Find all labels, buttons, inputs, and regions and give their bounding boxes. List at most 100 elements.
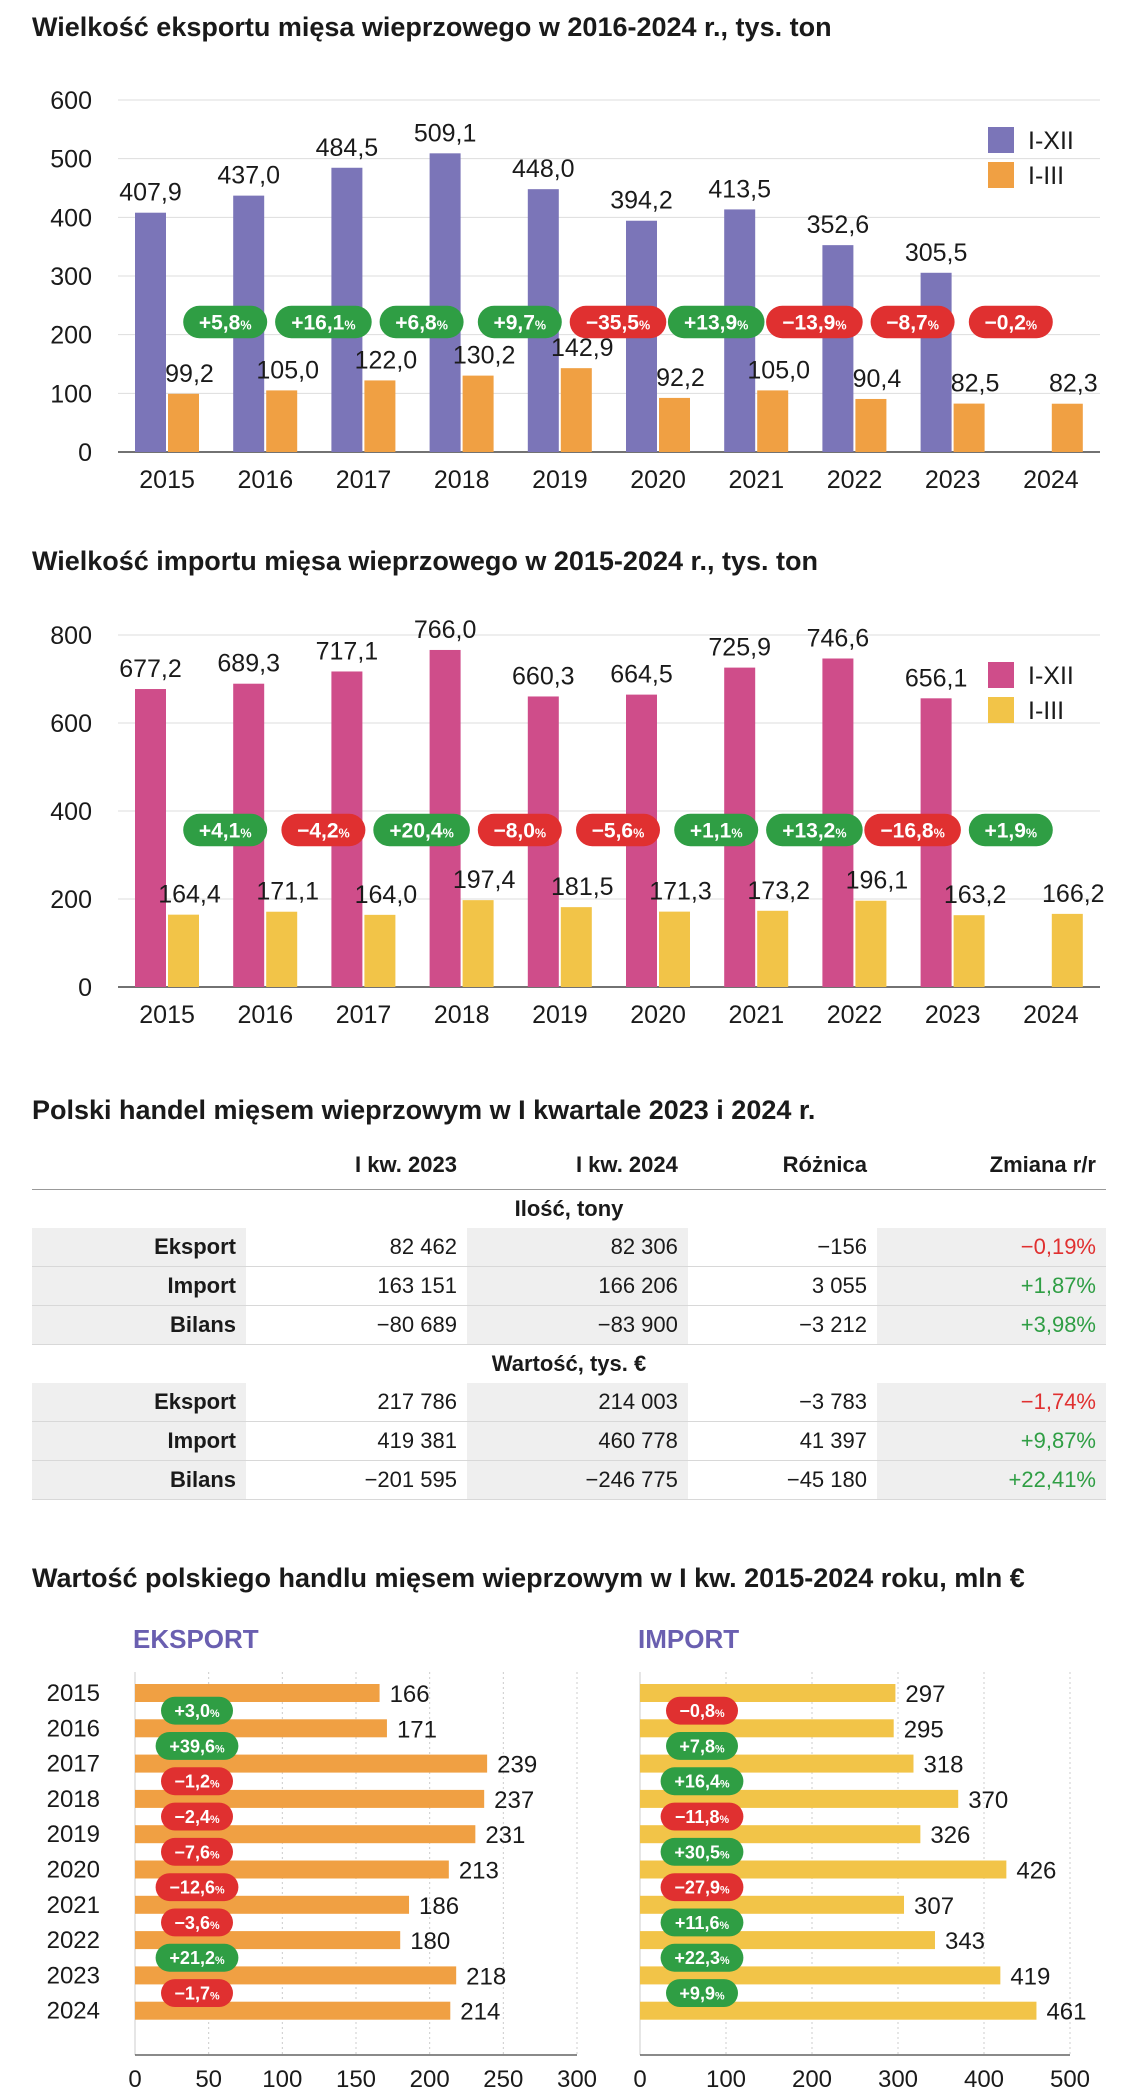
value-bar-label: 461 — [1046, 1999, 1086, 2026]
header-difference: Różnica — [687, 1141, 877, 1190]
percent-sign: % — [210, 1991, 220, 2003]
table-row: Eksport 82 462 82 306 −156 −0,19% — [32, 1228, 1106, 1267]
change-badge-label: −4,2% — [297, 820, 350, 843]
change-badge-label: −12,6% — [169, 1878, 225, 1898]
change-badge-label: −7,6% — [174, 1842, 220, 1862]
trade-table: I kw. 2023 I kw. 2024 Różnica Zmiana r/r… — [32, 1141, 1106, 1500]
x-tick-label: 500 — [1050, 2066, 1090, 2093]
cell-2024: −83 900 — [466, 1305, 688, 1345]
bar-full-year-label: 394,2 — [610, 187, 673, 215]
row-label: Eksport — [32, 1383, 246, 1422]
y-category-label: 2022 — [47, 1927, 100, 1954]
y-tick-label: 400 — [50, 204, 92, 232]
bar-full-year-label: 484,5 — [316, 134, 379, 162]
change-badge-label: −3,6% — [174, 1913, 220, 1933]
x-tick-label: 2018 — [434, 1001, 490, 1029]
cell-2024: 214 003 — [466, 1383, 688, 1422]
change-badge-label: +22,3% — [674, 1948, 730, 1968]
bar-q1 — [168, 393, 199, 452]
legend-label: I-III — [1028, 162, 1064, 190]
value-chart-title: Wartość polskiego handlu mięsem wieprzow… — [32, 1563, 1025, 1593]
y-category-label: 2021 — [47, 1892, 100, 1919]
percent-sign: % — [210, 1920, 220, 1932]
change-badge-label: +5,8% — [199, 312, 252, 335]
percent-sign: % — [210, 1849, 220, 1861]
panel-title: IMPORT — [638, 1624, 739, 1654]
percent-sign: % — [731, 827, 742, 841]
bar-q1 — [1051, 403, 1083, 452]
x-tick-label: 0 — [128, 2066, 141, 2093]
bar-full-year-label: 509,1 — [414, 119, 477, 147]
bar-q1-label: 171,3 — [649, 878, 712, 906]
change-badge — [870, 305, 955, 339]
cell-2023: −201 595 — [246, 1460, 467, 1500]
percent-sign: % — [535, 827, 546, 841]
panel-title: EKSPORT — [133, 1624, 259, 1654]
x-tick-label: 2022 — [827, 466, 883, 494]
bar-full-year — [429, 153, 461, 452]
bar-q1-label: 181,5 — [551, 873, 614, 901]
change-badge-label: +1,1% — [690, 820, 743, 843]
y-category-label: 2019 — [47, 1821, 100, 1848]
cell-change: −1,74% — [876, 1383, 1106, 1422]
x-tick-label: 2021 — [728, 466, 784, 494]
header-q1-2023: I kw. 2023 — [246, 1141, 467, 1190]
bar-q1-label: 105,0 — [256, 356, 319, 384]
change-badge — [183, 813, 268, 847]
cell-2024: 460 778 — [466, 1421, 688, 1461]
change-badge — [379, 305, 464, 339]
bar-full-year-label: 413,5 — [708, 175, 771, 203]
value-bar-label: 295 — [904, 1716, 944, 1743]
bar-q1-label: 196,1 — [846, 867, 909, 895]
bar-q1-label: 122,0 — [355, 346, 418, 374]
value-bar-label: 239 — [497, 1752, 537, 1779]
bar-q1 — [953, 915, 985, 987]
change-badge — [477, 305, 562, 339]
percent-sign: % — [719, 1920, 729, 1932]
percent-sign: % — [720, 1955, 730, 1967]
bar-q1 — [659, 911, 690, 987]
bar-q1 — [659, 397, 690, 452]
cell-2024: 82 306 — [466, 1228, 688, 1267]
bar-q1-label: 197,4 — [453, 866, 516, 894]
bar-q1-label: 171,1 — [256, 878, 319, 906]
x-tick-label: 2018 — [434, 466, 490, 494]
percent-sign: % — [535, 319, 546, 333]
change-badge — [968, 813, 1053, 847]
bar-q1-label: 166,2 — [1042, 880, 1105, 908]
bar-q1-label: 142,9 — [551, 334, 614, 362]
percent-sign: % — [210, 1708, 220, 1720]
value-bar-label: 231 — [485, 1822, 525, 1849]
change-badge-label: +6,8% — [395, 312, 448, 335]
value-bar-label: 180 — [410, 1928, 450, 1955]
x-tick-label: 2017 — [336, 1001, 392, 1029]
change-badge — [666, 1696, 738, 1725]
percent-sign: % — [240, 319, 251, 333]
bar-full-year-label: 407,9 — [119, 179, 182, 207]
row-label: Bilans — [32, 1305, 246, 1345]
section-quantity: Ilość, tony — [32, 1189, 1106, 1228]
bar-full-year — [135, 212, 166, 452]
value-bar-label: 186 — [419, 1893, 459, 1920]
change-badge-label: −5,6% — [592, 820, 645, 843]
change-badge-label: +9,9% — [679, 1984, 725, 2004]
y-tick-label: 600 — [50, 710, 92, 738]
percent-sign: % — [715, 1991, 725, 2003]
header-label — [32, 1141, 246, 1190]
change-badge-label: +4,1% — [199, 820, 252, 843]
cell-diff: −3 212 — [687, 1305, 877, 1345]
trade-table-title: Polski handel mięsem wieprzowym w I kwar… — [32, 1095, 816, 1125]
change-badge — [766, 813, 863, 847]
change-badge — [161, 1837, 233, 1866]
cell-diff: 3 055 — [687, 1266, 877, 1306]
bar-full-year-label: 677,2 — [119, 655, 182, 683]
bar-q1-label: 82,5 — [951, 370, 1000, 398]
percent-sign: % — [934, 827, 945, 841]
export-chart-title: Wielkość eksportu mięsa wieprzowego w 20… — [32, 12, 832, 42]
x-tick-label: 2023 — [925, 1001, 981, 1029]
y-category-label: 2023 — [47, 1962, 100, 1989]
bar-q1-label: 82,3 — [1049, 370, 1098, 398]
export-volume-chart: 0 100 200 300 400 500 600 407,9 99,2 2015 437,0 105… — [50, 87, 1100, 494]
trade-value-chart: 2015 2016 2017 2018 2019 2020 2021 2022 2023 2024… — [47, 1624, 1090, 2093]
change-badge — [477, 813, 562, 847]
